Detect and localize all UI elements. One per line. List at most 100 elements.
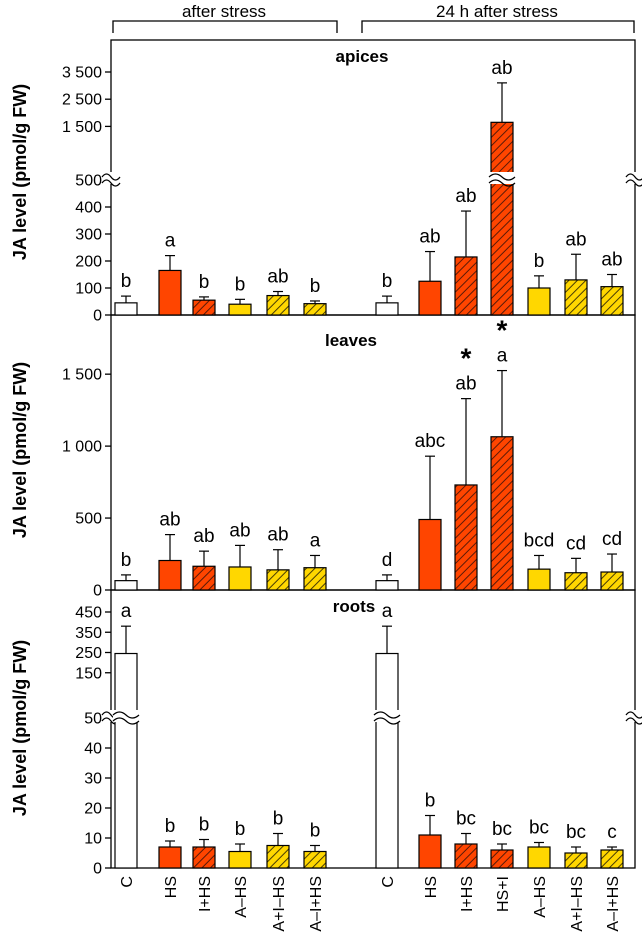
asterisk-marker: * <box>497 315 508 346</box>
axis-break-symbol <box>625 711 642 719</box>
bar-apices-24h-c <box>375 302 399 316</box>
significance-letter: ab <box>491 58 512 79</box>
y-tick-label: 500 <box>75 173 102 190</box>
significance-letter: ab <box>455 374 476 395</box>
bar-break-symbol <box>373 711 401 719</box>
group-bracket-24h <box>361 20 635 33</box>
significance-letter: bc <box>529 818 549 839</box>
bar-leaves-after-stress-c <box>114 580 138 591</box>
x-tick-label-a-i-hs: A+I–HS <box>271 876 288 932</box>
significance-letter: ab <box>455 186 476 207</box>
x-tick-label-hs: HS <box>423 876 440 898</box>
significance-letter: b <box>235 274 246 295</box>
significance-letter: ab <box>193 526 214 547</box>
significance-letter: ab <box>267 525 288 546</box>
bar-apices-24h-hs <box>418 280 442 316</box>
bar-apices-after-stress-hs <box>158 269 182 316</box>
y-tick-label: 250 <box>75 645 102 662</box>
y-tick-label: 200 <box>75 254 102 271</box>
significance-letter: b <box>199 815 210 836</box>
y-tick-label: 400 <box>75 200 102 217</box>
significance-letter: b <box>310 821 321 842</box>
bar-leaves-after-stress-i-hs <box>192 565 216 591</box>
panel-title-roots: roots <box>333 597 376 616</box>
x-tick-label-i-hs: I+HS <box>197 876 214 912</box>
y-axis-label-leaves: JA level (pmol/g FW) <box>10 362 30 538</box>
bar-leaves-24h-hs-i <box>490 436 514 591</box>
significance-letter: b <box>121 550 132 571</box>
y-tick-label: 450 <box>75 605 102 622</box>
y-tick-label: 30 <box>84 771 102 788</box>
significance-letter: a <box>497 346 508 367</box>
y-tick-label: 50 <box>84 711 102 728</box>
significance-letter: bcd <box>524 530 555 551</box>
bar-apices-24h-hs-i <box>490 121 514 316</box>
significance-letter: cd <box>602 529 622 550</box>
y-tick-label: 100 <box>75 281 102 298</box>
axis-break-mask <box>626 710 642 722</box>
bar-roots-24h-hs <box>418 834 442 869</box>
group-label-24h: 24 h after stress <box>436 2 558 21</box>
significance-letter: b <box>534 251 545 272</box>
significance-letter: b <box>121 271 132 292</box>
significance-letter: ab <box>419 227 440 248</box>
bar-break-symbol <box>373 717 401 725</box>
x-tick-label-c: C <box>380 876 397 888</box>
bar-leaves-after-stress-a-i-hs <box>266 569 290 591</box>
significance-letter: b <box>235 819 246 840</box>
bar-roots-24h-c <box>375 652 399 869</box>
significance-letter: ab <box>229 520 250 541</box>
x-tick-label-a-i-hs: A–I+HS <box>605 876 622 932</box>
significance-letter: b <box>425 791 436 812</box>
bar-roots-24h-i-hs <box>454 843 478 869</box>
bar-break-mask <box>113 710 139 722</box>
y-tick-label: 150 <box>75 665 102 682</box>
bar-apices-24h-i-hs <box>454 256 478 316</box>
bars-layer <box>112 82 624 869</box>
axis-break-symbol <box>101 179 121 187</box>
significance-letter: bc <box>492 819 512 840</box>
x-tick-label-c: C <box>119 876 136 888</box>
axis-break-mask <box>626 172 642 184</box>
bar-leaves-after-stress-hs <box>158 559 182 591</box>
y-tick-label: 1 500 <box>62 119 102 136</box>
significance-letter: b <box>165 816 176 837</box>
group-bracket-after-stress <box>112 20 338 33</box>
significance-letter: a <box>382 601 393 622</box>
bar-leaves-24h-a-i-hs <box>564 572 588 591</box>
bar-break-mask <box>489 172 515 184</box>
panel-frame-apices <box>110 39 636 316</box>
significance-letter: b <box>199 272 210 293</box>
bar-break-symbol <box>112 717 140 725</box>
significance-letter: ab <box>267 267 288 288</box>
y-tick-label: 2 500 <box>62 92 102 109</box>
x-tick-label-hs: HS <box>163 876 180 898</box>
bar-leaves-after-stress-a-hs <box>228 566 252 591</box>
bar-roots-24h-a-hs <box>527 846 551 869</box>
bar-apices-24h-a-hs <box>527 287 551 316</box>
bar-break-symbol <box>112 711 140 719</box>
significance-letter: b <box>382 271 393 292</box>
x-tick-label-a-hs: A–HS <box>233 876 250 918</box>
significance-letter: b <box>273 809 284 830</box>
x-tick-label-a-i-hs: A–I+HS <box>308 876 325 932</box>
significance-letter: a <box>310 530 321 551</box>
significance-letter: b <box>310 276 321 297</box>
y-tick-label: 1 000 <box>62 439 102 456</box>
significance-letter: cd <box>566 533 586 554</box>
significance-letter: c <box>607 822 617 843</box>
bar-apices-after-stress-i-hs <box>192 299 216 316</box>
axis-break-symbol <box>625 173 642 181</box>
x-tick-label-hs-i: HS+I <box>495 876 512 912</box>
significance-letter: bc <box>456 809 476 830</box>
y-tick-label: 0 <box>93 583 102 600</box>
bar-roots-after-stress-c <box>114 652 138 869</box>
bar-leaves-after-stress-a-i-hs <box>303 567 327 591</box>
significance-letter: ab <box>565 229 586 250</box>
group-label-after-stress: after stress <box>182 2 266 21</box>
y-tick-label: 500 <box>75 511 102 528</box>
bar-leaves-24h-i-hs <box>454 484 478 591</box>
bar-break-symbol <box>488 179 516 187</box>
